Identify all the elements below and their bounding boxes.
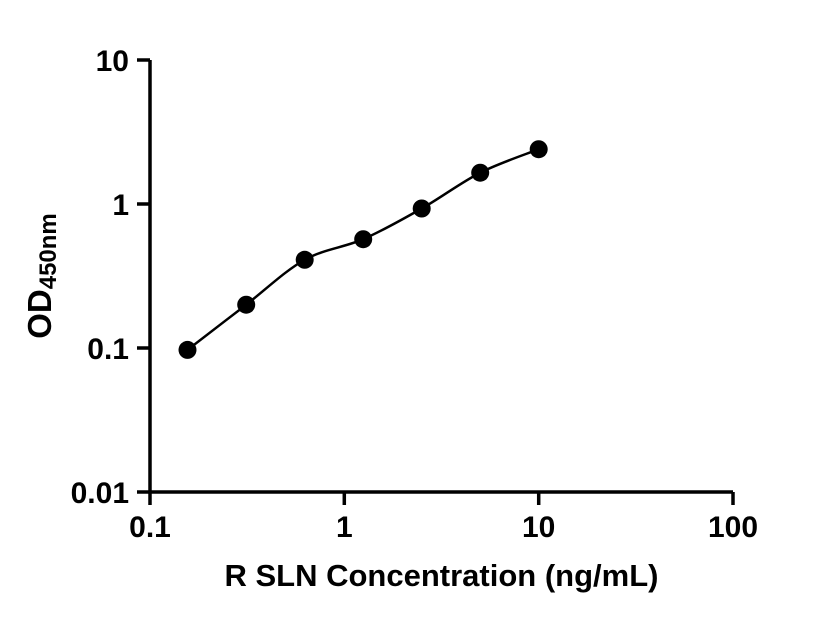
y-tick-label: 0.01 — [71, 477, 129, 510]
y-tick-label: 1 — [112, 189, 129, 222]
y-axis-title-subscript: 450nm — [35, 213, 63, 290]
x-axis-title: R SLN Concentration (ng/mL) — [224, 558, 659, 593]
data-point — [412, 199, 431, 218]
data-point — [354, 230, 373, 249]
y-tick-label: 0.1 — [87, 333, 129, 366]
data-point — [529, 140, 548, 159]
x-tick-label: 0.1 — [129, 511, 171, 544]
data-point — [178, 340, 197, 359]
x-tick-label: 10 — [522, 511, 555, 544]
y-tick-label: 10 — [96, 45, 129, 78]
data-point — [471, 163, 490, 182]
x-tick-label: 1 — [336, 511, 353, 544]
data-point — [237, 295, 256, 314]
y-axis-title: OD450nm — [21, 213, 63, 339]
x-tick-label: 100 — [708, 511, 758, 544]
axes — [148, 60, 733, 494]
data-point — [295, 250, 314, 269]
y-axis-title-base: OD — [20, 289, 58, 339]
